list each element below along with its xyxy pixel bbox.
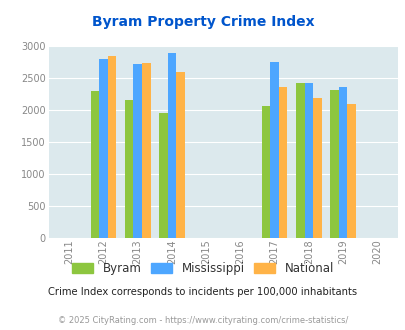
- Bar: [90, 91, 99, 238]
- Bar: [278, 87, 287, 238]
- Bar: [167, 52, 176, 238]
- Bar: [304, 83, 312, 238]
- Bar: [295, 83, 304, 238]
- Bar: [270, 62, 278, 238]
- Bar: [176, 72, 184, 238]
- Text: Crime Index corresponds to incidents per 100,000 inhabitants: Crime Index corresponds to incidents per…: [48, 287, 357, 297]
- Bar: [261, 106, 270, 238]
- Bar: [133, 64, 142, 238]
- Bar: [99, 59, 107, 238]
- Bar: [347, 104, 355, 238]
- Bar: [338, 87, 347, 238]
- Bar: [125, 100, 133, 238]
- Bar: [312, 98, 321, 238]
- Text: © 2025 CityRating.com - https://www.cityrating.com/crime-statistics/: © 2025 CityRating.com - https://www.city…: [58, 315, 347, 325]
- Bar: [107, 56, 116, 238]
- Bar: [159, 113, 167, 238]
- Bar: [142, 63, 150, 238]
- Text: Byram Property Crime Index: Byram Property Crime Index: [92, 15, 313, 29]
- Bar: [329, 90, 338, 238]
- Legend: Byram, Mississippi, National: Byram, Mississippi, National: [68, 258, 337, 279]
